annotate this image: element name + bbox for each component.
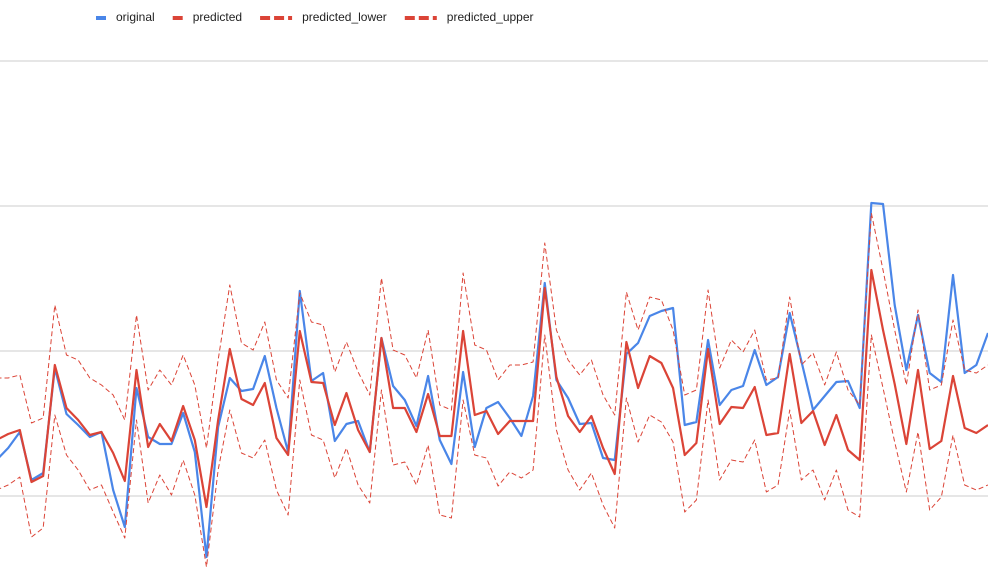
series-line <box>0 334 988 568</box>
series-line <box>0 201 988 559</box>
series-line <box>0 212 988 449</box>
legend: original predicted predicted_lower predicte… <box>96 10 534 24</box>
legend-label: predicted_lower <box>302 10 387 24</box>
legend-label: predicted_upper <box>447 10 534 24</box>
legend-label: original <box>116 10 155 24</box>
series-line <box>0 268 988 509</box>
legend-label: predicted <box>193 10 242 24</box>
plot-area <box>0 201 988 568</box>
grid <box>0 60 988 497</box>
